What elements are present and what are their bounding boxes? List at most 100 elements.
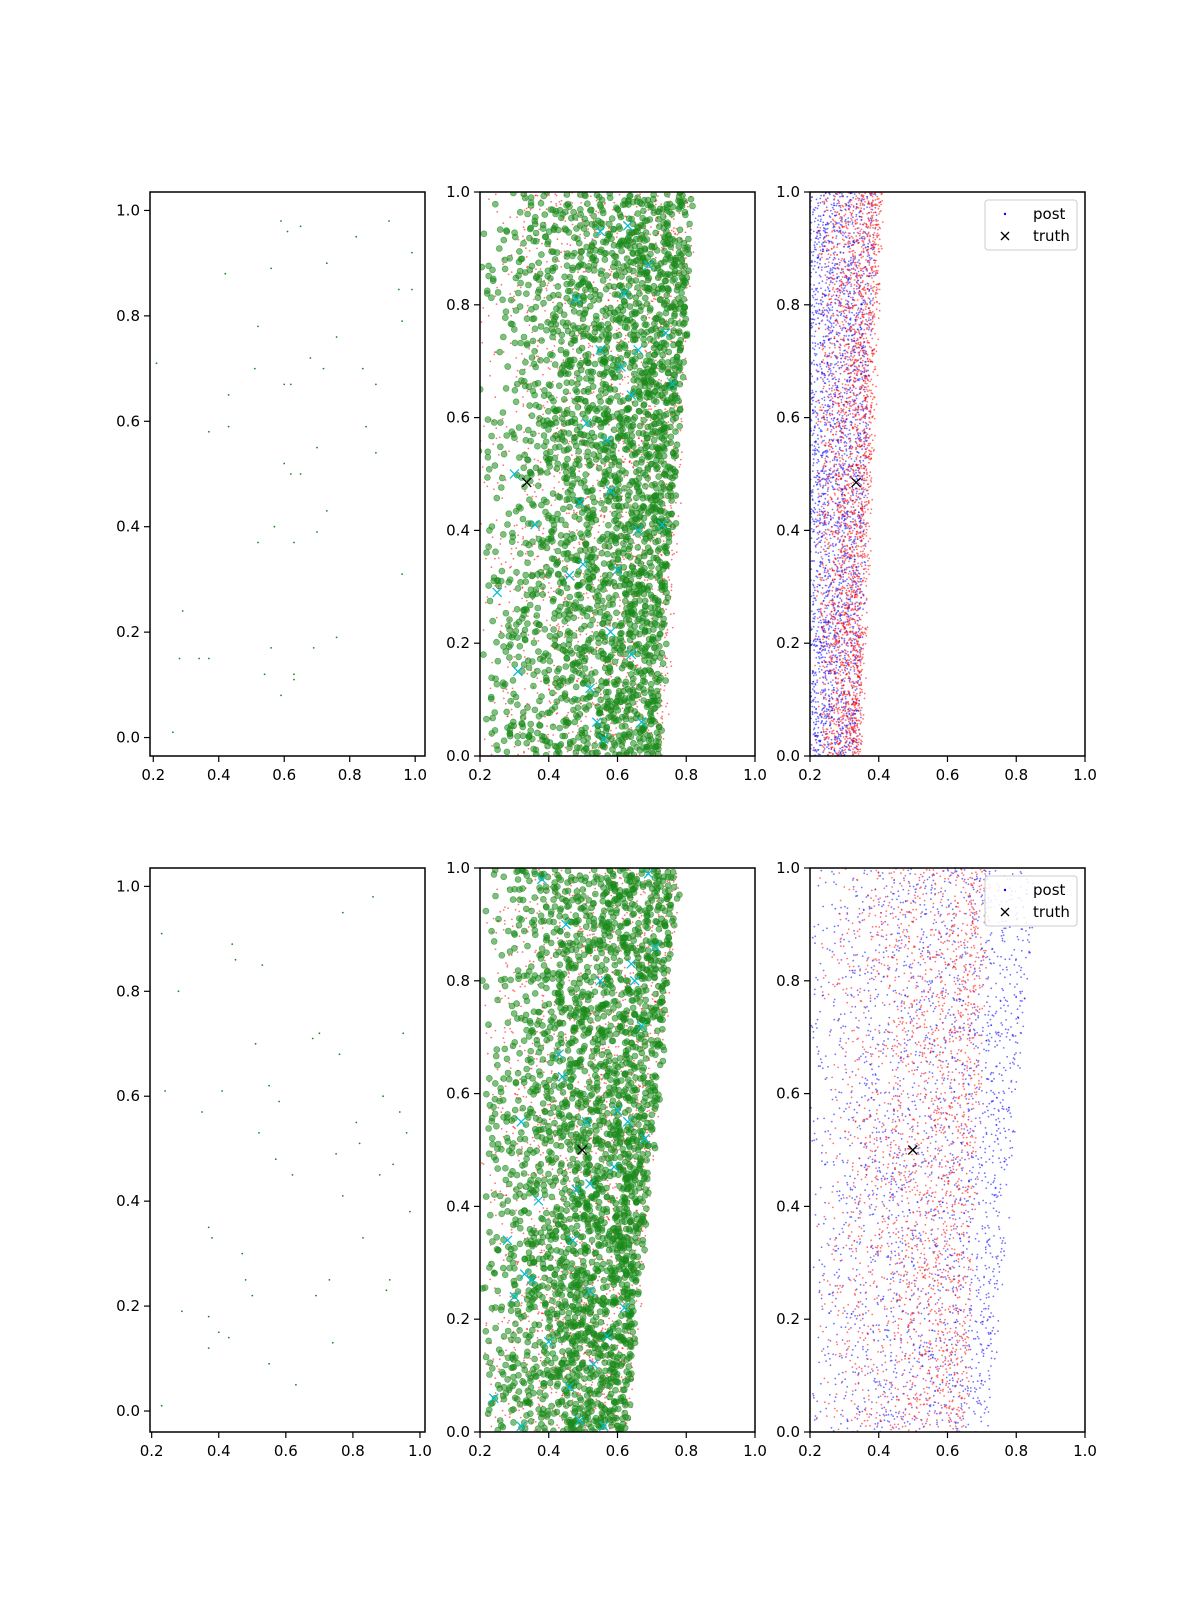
point (615, 329, 618, 332)
point (572, 599, 580, 606)
point (599, 509, 602, 512)
point (388, 220, 390, 222)
point (606, 601, 613, 609)
point (628, 517, 635, 525)
point (606, 590, 608, 592)
point (521, 543, 523, 546)
point (582, 540, 590, 548)
point (665, 231, 673, 239)
point (570, 307, 578, 315)
point (525, 207, 528, 210)
point (504, 561, 507, 564)
point (643, 434, 651, 442)
point (610, 350, 613, 353)
point (608, 215, 616, 222)
point (621, 707, 624, 709)
point (553, 406, 561, 414)
point (523, 220, 526, 223)
point (598, 267, 605, 275)
point (546, 351, 554, 358)
point (523, 431, 525, 433)
point (666, 631, 669, 634)
point (616, 278, 619, 281)
point (859, 709, 862, 712)
point (654, 256, 657, 259)
point (560, 199, 563, 202)
point (494, 193, 497, 196)
point (633, 542, 635, 545)
point (580, 477, 588, 485)
y-tick-label: 0.0 (116, 729, 140, 747)
point (606, 192, 613, 197)
point (667, 576, 670, 579)
point (631, 622, 638, 630)
point (545, 260, 548, 263)
point (526, 601, 534, 609)
point (655, 676, 663, 684)
point (571, 718, 579, 726)
point (510, 271, 513, 273)
point (589, 344, 591, 347)
point (561, 438, 569, 445)
point (615, 664, 618, 667)
point (493, 638, 500, 646)
point (502, 464, 505, 467)
point (645, 382, 653, 390)
point (293, 678, 295, 681)
point (563, 532, 570, 540)
point (572, 348, 574, 350)
point (178, 657, 181, 660)
point (483, 481, 486, 484)
point (583, 325, 591, 332)
point (613, 204, 620, 211)
point (533, 558, 536, 561)
point (541, 489, 544, 491)
point (669, 410, 677, 418)
point (663, 689, 665, 692)
point (654, 203, 657, 206)
series-3 (521, 477, 532, 488)
point (542, 413, 544, 416)
point (569, 244, 572, 247)
point (483, 738, 486, 741)
point (657, 282, 665, 290)
point (563, 410, 570, 417)
point (598, 549, 606, 557)
point (286, 230, 289, 233)
point (640, 677, 647, 685)
point (537, 568, 545, 576)
point (551, 361, 559, 368)
point (530, 682, 537, 690)
point (506, 616, 513, 624)
point (485, 557, 487, 560)
point (571, 605, 579, 612)
y-tick-label: 0.4 (116, 518, 140, 536)
point (675, 551, 678, 553)
point (563, 294, 571, 302)
point (541, 211, 549, 218)
point (523, 315, 531, 323)
point (496, 443, 504, 451)
point (643, 635, 645, 637)
point (527, 586, 535, 594)
point (528, 412, 536, 420)
point (570, 397, 573, 400)
point (515, 424, 523, 431)
point (584, 388, 592, 396)
point (522, 358, 529, 366)
point (488, 730, 496, 737)
point (588, 441, 596, 449)
point (597, 447, 604, 455)
point (678, 289, 685, 297)
point (588, 487, 595, 495)
point (654, 701, 662, 709)
y-tick-label: 0.4 (446, 521, 470, 539)
point (633, 198, 641, 205)
point (486, 485, 489, 488)
point (626, 553, 634, 561)
point (552, 419, 560, 426)
point (629, 504, 632, 506)
point (669, 356, 677, 364)
point (312, 647, 315, 649)
point (619, 643, 626, 650)
